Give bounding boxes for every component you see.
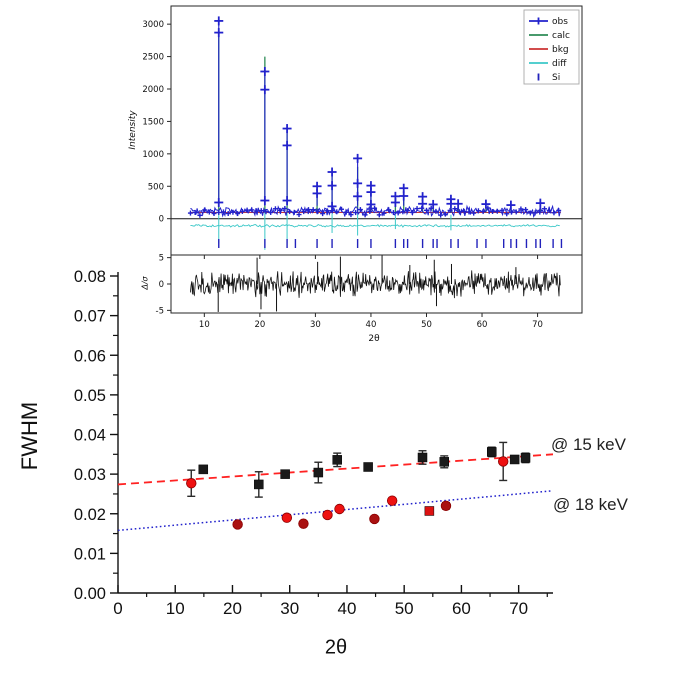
- svg-text:0.08: 0.08: [74, 268, 106, 286]
- legend-item-calc: calc: [529, 31, 570, 41]
- svg-text:60: 60: [477, 320, 488, 330]
- main-y-axis-label: FWHM: [17, 401, 42, 471]
- svg-text:0.02: 0.02: [74, 506, 106, 524]
- svg-text:30: 30: [280, 599, 299, 618]
- fwhm-axes: 0 10 20 30 40 50 60 70 0.00 0.01 0.02 0.03 0.04 0.05 0…: [74, 268, 553, 618]
- svg-text:0: 0: [159, 215, 164, 225]
- data-point: [424, 506, 435, 516]
- data-point: [198, 464, 209, 475]
- inset-y-axis-label: Intensity: [128, 110, 138, 150]
- data-point: [386, 495, 398, 506]
- svg-text:0.07: 0.07: [74, 308, 106, 326]
- data-point: [332, 455, 342, 465]
- main-x-axis-label: 2θ: [324, 636, 348, 659]
- data-point: [417, 452, 428, 463]
- data-point: [281, 512, 293, 523]
- svg-text:70: 70: [532, 320, 543, 330]
- svg-text:1000: 1000: [142, 150, 164, 160]
- svg-text:2500: 2500: [142, 53, 164, 63]
- svg-text:50: 50: [395, 599, 414, 618]
- data-point: [520, 453, 531, 463]
- data-point: [498, 456, 509, 467]
- data-point: [509, 454, 520, 465]
- svg-text:50: 50: [421, 320, 432, 330]
- svg-text:20: 20: [254, 320, 265, 330]
- svg-text:Si: Si: [552, 73, 560, 83]
- svg-text:500: 500: [148, 182, 164, 192]
- svg-text:calc: calc: [552, 31, 570, 41]
- svg-text:0.01: 0.01: [74, 545, 106, 563]
- legend-item-Si: Si: [537, 73, 560, 83]
- svg-text:2000: 2000: [142, 85, 164, 95]
- legend-item-bkg: bkg: [529, 45, 569, 55]
- svg-text:diff: diff: [552, 59, 567, 69]
- inset-x-axis-label: 2θ: [368, 334, 380, 344]
- data-point: [334, 503, 345, 515]
- data-point: [363, 462, 373, 472]
- svg-text:10: 10: [199, 320, 210, 330]
- svg-text:0.05: 0.05: [74, 387, 106, 405]
- legend-item-diff: diff: [529, 59, 567, 69]
- data-point: [232, 519, 243, 530]
- data-point: [322, 509, 333, 521]
- svg-text:60: 60: [452, 599, 471, 618]
- data-point: [298, 518, 309, 529]
- svg-text:20: 20: [223, 599, 242, 618]
- svg-text:30: 30: [310, 320, 321, 330]
- si-tick-markers: [218, 239, 563, 248]
- annotation-18kev: @ 18 keV: [553, 495, 628, 514]
- data-point: [280, 469, 290, 479]
- data-point: [440, 500, 452, 512]
- data-point: [313, 467, 324, 478]
- svg-text:5: 5: [159, 254, 164, 264]
- data-point: [439, 457, 449, 467]
- svg-text:bkg: bkg: [552, 45, 569, 55]
- svg-text:1500: 1500: [142, 117, 164, 127]
- svg-text:40: 40: [337, 599, 356, 618]
- obs-band: [187, 16, 562, 219]
- svg-text:0.04: 0.04: [74, 427, 106, 445]
- residual-trace: [190, 255, 561, 312]
- svg-text:0.06: 0.06: [74, 347, 106, 365]
- svg-text:0.00: 0.00: [74, 585, 106, 603]
- svg-text:10: 10: [166, 599, 185, 618]
- residual-y-axis-label: Δ/σ: [140, 276, 150, 290]
- data-point: [186, 478, 197, 489]
- pattern-legend: obs calc bkg diff Si: [523, 9, 580, 85]
- data-point: [369, 513, 380, 525]
- svg-text:-5: -5: [156, 306, 164, 316]
- data-point: [487, 447, 497, 457]
- svg-text:3000: 3000: [142, 20, 164, 30]
- svg-text:0: 0: [113, 599, 122, 618]
- svg-text:70: 70: [509, 599, 528, 618]
- series-18kev: [117, 490, 554, 532]
- svg-text:40: 40: [366, 320, 377, 330]
- annotation-15kev: @ 15 keV: [551, 435, 626, 454]
- pattern-panel: [171, 6, 582, 255]
- series-15kev: [117, 441, 554, 498]
- svg-text:obs: obs: [552, 17, 568, 27]
- legend-item-obs: obs: [529, 17, 568, 27]
- svg-text:0.03: 0.03: [74, 466, 106, 484]
- data-point: [254, 479, 264, 490]
- svg-text:0: 0: [159, 280, 164, 290]
- residual-frame: -5 0 5 10 20 30 40 50 60 70: [156, 254, 583, 330]
- legend-box: [523, 9, 580, 85]
